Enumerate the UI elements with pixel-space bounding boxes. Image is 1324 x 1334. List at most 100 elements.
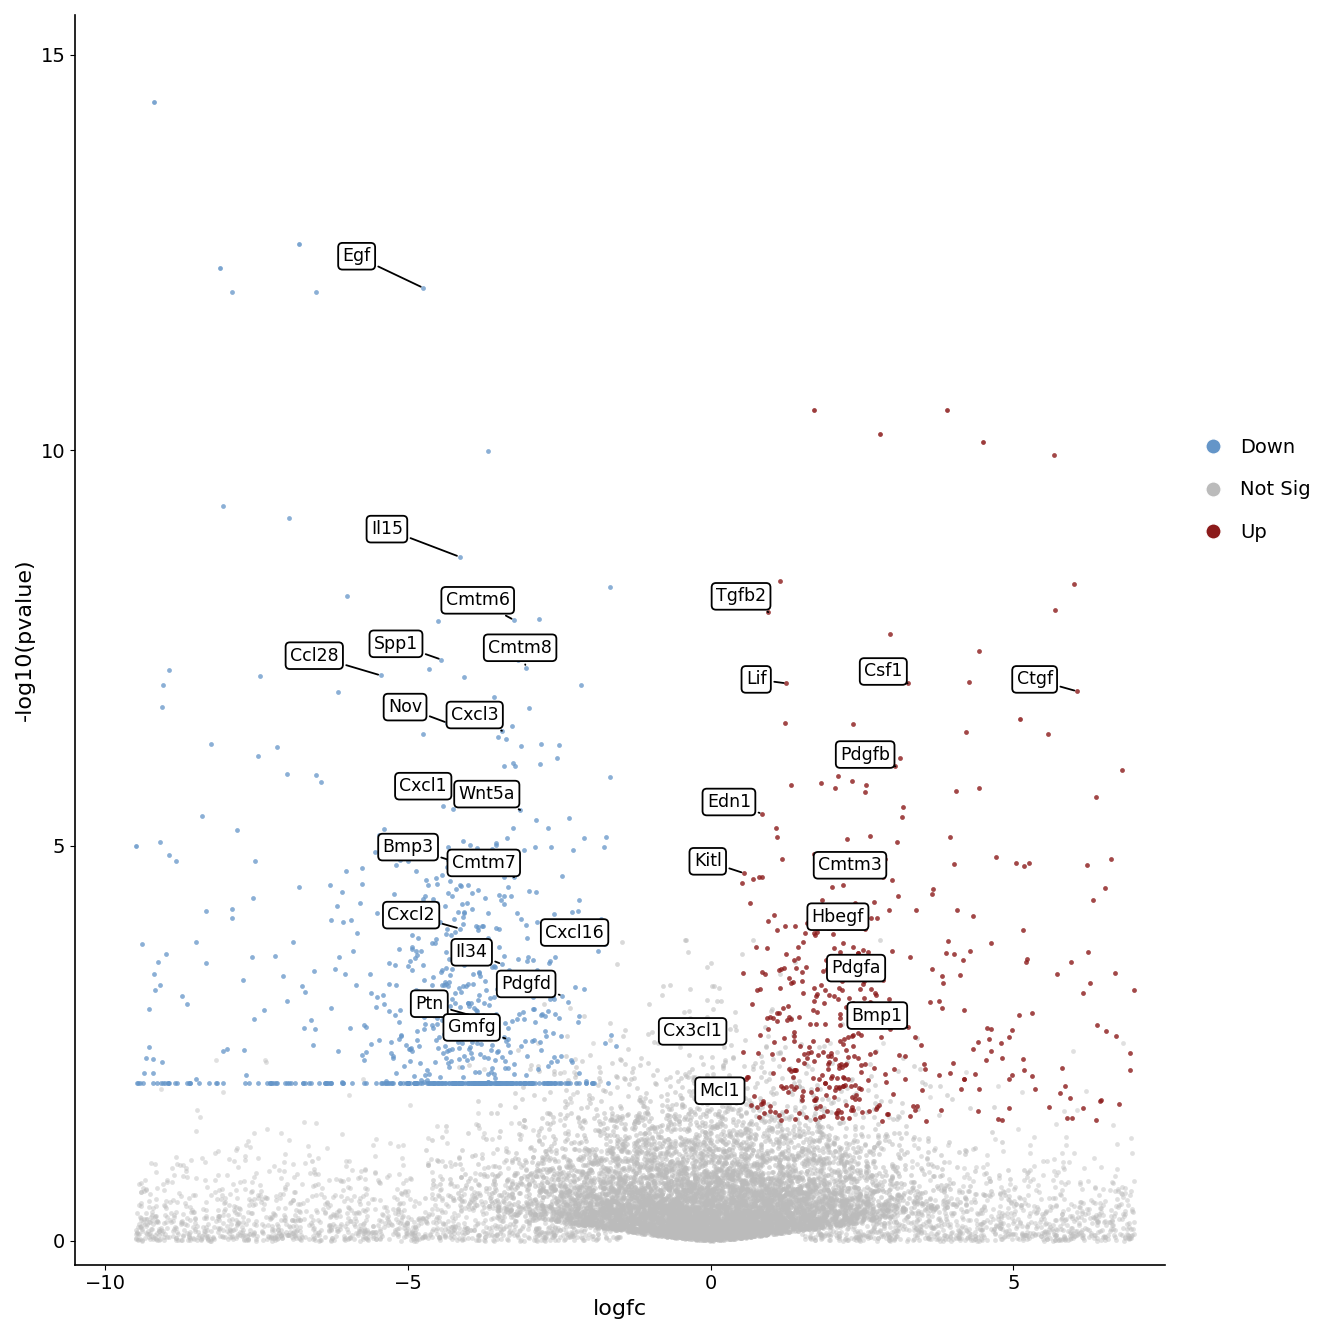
Point: [772, 1186, 793, 1207]
Point: [818, 1125, 839, 1146]
Point: [736, 1221, 757, 1242]
Point: [663, 1210, 685, 1231]
Point: [812, 1202, 833, 1223]
Point: [220, 1218, 241, 1239]
Point: [401, 1223, 422, 1245]
Point: [624, 1159, 645, 1181]
Point: [814, 1173, 835, 1194]
Point: [883, 1203, 904, 1225]
Point: [597, 1171, 618, 1193]
Point: [1037, 1151, 1058, 1173]
Point: [1074, 1218, 1095, 1239]
Point: [642, 1214, 663, 1235]
Point: [549, 1219, 571, 1241]
Point: [756, 1223, 777, 1245]
Point: [580, 1159, 601, 1181]
Point: [674, 1185, 695, 1206]
Point: [1061, 1218, 1082, 1239]
Point: [597, 1139, 618, 1161]
Point: [632, 1181, 653, 1202]
Point: [626, 1219, 647, 1241]
Point: [989, 1183, 1010, 1205]
Point: [510, 1129, 531, 1150]
Point: [625, 1131, 646, 1153]
Point: [1119, 1059, 1140, 1081]
Point: [416, 870, 437, 891]
Point: [707, 1209, 728, 1230]
Point: [1053, 1229, 1074, 1250]
Point: [841, 1069, 862, 1090]
Point: [671, 1189, 692, 1210]
Point: [974, 1163, 996, 1185]
Point: [139, 1226, 160, 1247]
Point: [887, 1226, 908, 1247]
Point: [741, 1199, 763, 1221]
Point: [719, 1126, 740, 1147]
Point: [994, 1222, 1016, 1243]
Point: [651, 1213, 673, 1234]
Point: [753, 1102, 775, 1123]
Point: [564, 1171, 585, 1193]
Point: [937, 1191, 959, 1213]
Point: [598, 1191, 620, 1213]
Point: [273, 964, 294, 986]
Point: [666, 1178, 687, 1199]
Point: [166, 1227, 187, 1249]
Point: [753, 1150, 775, 1171]
Point: [906, 1186, 927, 1207]
Point: [927, 1197, 948, 1218]
Point: [737, 1207, 759, 1229]
Point: [726, 1207, 747, 1229]
Point: [244, 1222, 265, 1243]
Point: [600, 1199, 621, 1221]
Point: [765, 1207, 786, 1229]
Point: [765, 1221, 786, 1242]
Point: [388, 1198, 409, 1219]
Point: [747, 1145, 768, 1166]
Point: [899, 1219, 920, 1241]
Point: [498, 1202, 519, 1223]
Point: [677, 1218, 698, 1239]
Point: [802, 1202, 824, 1223]
Point: [771, 1211, 792, 1233]
Point: [847, 942, 869, 963]
Point: [662, 1193, 683, 1214]
Point: [744, 1213, 765, 1234]
Point: [424, 1051, 445, 1073]
Point: [685, 1134, 706, 1155]
Point: [649, 1221, 670, 1242]
Point: [677, 1223, 698, 1245]
Point: [719, 1142, 740, 1163]
Point: [249, 664, 270, 686]
Point: [405, 903, 426, 924]
Point: [1119, 1042, 1140, 1063]
Point: [601, 1218, 622, 1239]
Point: [933, 1181, 955, 1202]
Text: Mcl1: Mcl1: [699, 1082, 740, 1099]
Point: [789, 1118, 810, 1139]
Point: [547, 1190, 568, 1211]
Point: [722, 1225, 743, 1246]
Point: [673, 1179, 694, 1201]
Point: [686, 1223, 707, 1245]
Point: [769, 1210, 790, 1231]
Point: [817, 1213, 838, 1234]
Point: [683, 1207, 704, 1229]
Point: [695, 1217, 716, 1238]
Point: [691, 1225, 712, 1246]
Point: [678, 1202, 699, 1223]
Point: [657, 1173, 678, 1194]
Point: [735, 1223, 756, 1245]
Point: [772, 1078, 793, 1099]
Point: [641, 1207, 662, 1229]
Point: [780, 1210, 801, 1231]
Point: [690, 1214, 711, 1235]
Point: [796, 1211, 817, 1233]
Point: [891, 1093, 912, 1114]
Point: [690, 1219, 711, 1241]
Point: [432, 1169, 453, 1190]
Point: [1119, 1213, 1140, 1234]
Point: [753, 1190, 775, 1211]
Point: [163, 1205, 184, 1226]
Point: [545, 1210, 567, 1231]
